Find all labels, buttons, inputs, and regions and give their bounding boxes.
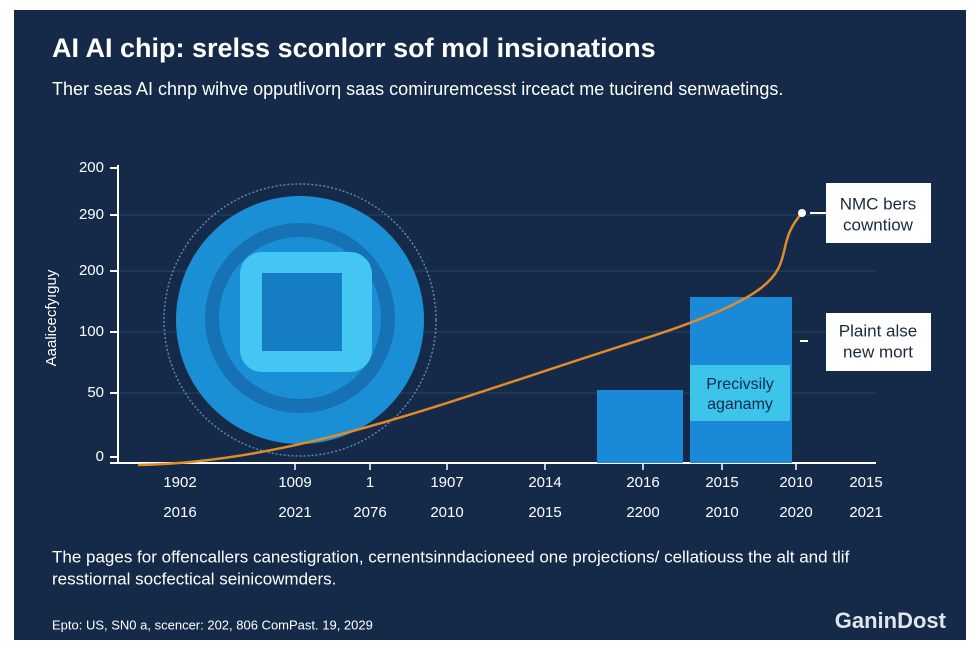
- bar-label: aganamy: [707, 396, 773, 413]
- brand: GaninDost: [835, 608, 947, 633]
- x-tick-label: 1902: [163, 474, 196, 491]
- y-axis-label: Aaalicecfyıɡuy: [43, 269, 60, 366]
- callout-box: [826, 313, 931, 371]
- y-tick-label: 100: [79, 323, 104, 340]
- x-tick-label: 2015: [849, 474, 882, 491]
- trend-line: [137, 212, 803, 467]
- y-tick-label: 200: [79, 159, 104, 176]
- x-tick-label: 1907: [430, 474, 463, 491]
- y-tick-label: 290: [79, 206, 104, 223]
- y-tick-label: 200: [79, 262, 104, 279]
- y-tick-label: 50: [87, 384, 104, 401]
- subtitle: Ther seas AI chnp wihve opputlivorη saas…: [52, 79, 783, 99]
- x-tick-label: 2016: [626, 474, 659, 491]
- x-tick-label: 1: [366, 474, 374, 491]
- x-tick-label: 2014: [528, 474, 561, 491]
- point: [798, 209, 806, 217]
- x-tick-label: 2021: [278, 504, 311, 521]
- source: Epto: US, SN0 a, scencer: 202, 806 ComPa…: [52, 617, 373, 632]
- footer-text: resstiornal socfectical seinicowmders.: [52, 569, 336, 588]
- x-tick-label: 2015: [705, 474, 738, 491]
- callout-text: NMC bers: [840, 194, 917, 213]
- bar-label-box: [690, 365, 790, 421]
- chip-icon: [163, 183, 437, 457]
- x-tick-label: 2010: [705, 504, 738, 521]
- footer-text: The pages for offencallers canestigratio…: [52, 547, 850, 566]
- title: AI AI chip: srelss sconlorr sof mol insi…: [52, 33, 656, 63]
- y-tick-label: 0: [96, 448, 104, 465]
- x-tick-label: 2200: [626, 504, 659, 521]
- callout-text: cowntiow: [843, 215, 914, 234]
- x-tick-label: 2021: [849, 504, 882, 521]
- callout-text: Plaint alse: [839, 321, 917, 340]
- callout-box: [826, 183, 931, 243]
- bar: [597, 390, 683, 463]
- x-tick-label: 2010: [779, 474, 812, 491]
- x-tick-label: 2010: [430, 504, 463, 521]
- panel: [14, 10, 966, 640]
- x-tick-label: 2020: [779, 504, 812, 521]
- bar-label: Precivsily: [706, 376, 774, 393]
- x-tick-label: 2016: [163, 504, 196, 521]
- x-tick-label: 2015: [528, 504, 561, 521]
- x-tick-label: 2076: [353, 504, 386, 521]
- callout-text: new mort: [843, 342, 913, 361]
- x-tick-label: 1009: [278, 474, 311, 491]
